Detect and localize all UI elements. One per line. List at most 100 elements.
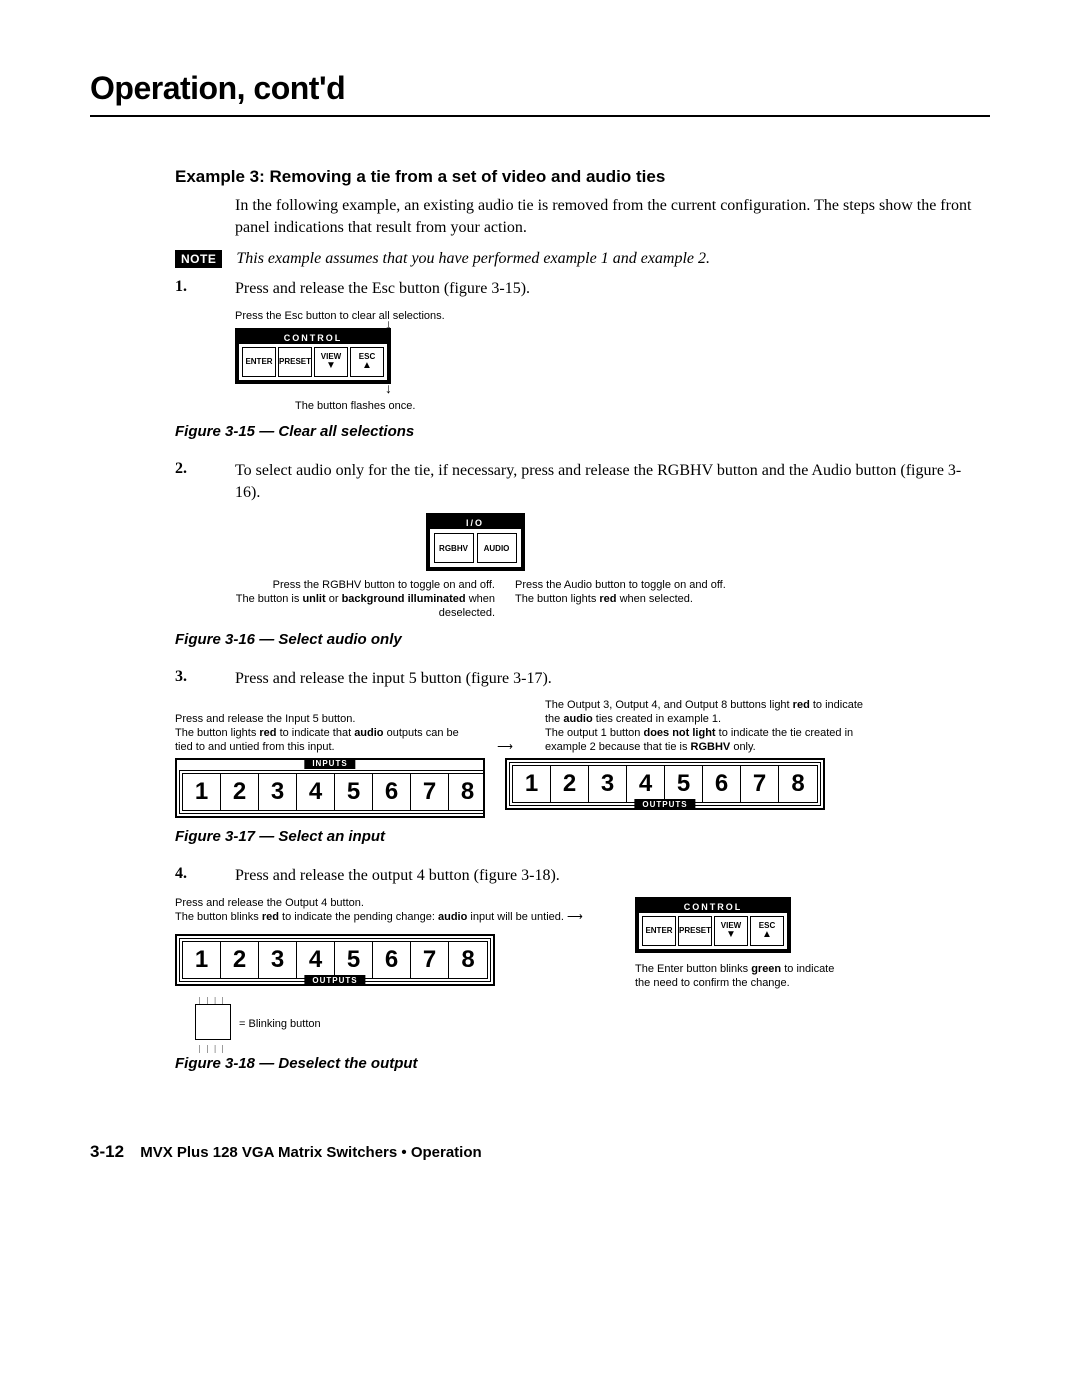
fig15-bottom-text: The button flashes once. [295, 400, 980, 414]
output-8: 8 [779, 766, 817, 802]
fig18-caption: Figure 3-18 — Deselect the output [175, 1055, 980, 1072]
output-4: 4 [297, 942, 335, 978]
arrow-down-icon: ↓ [385, 382, 392, 398]
figure-18: Press and release the Output 4 button. T… [175, 897, 980, 1046]
output-6: 6 [703, 766, 741, 802]
step-1: 1. Press and release the Esc button (fig… [175, 278, 980, 300]
page-title: Operation, cont'd [90, 70, 990, 107]
step-text: Press and release the input 5 button (fi… [235, 668, 552, 690]
input-7: 7 [411, 774, 449, 810]
control-label: CONTROL [239, 332, 387, 344]
esc-button: ESC ▲ [350, 347, 384, 377]
fig18-top2: The button blinks red to indicate the pe… [175, 911, 615, 925]
outputs-strip: 1 2 3 4 5 6 7 8 OUTPUTS [505, 758, 825, 810]
blink-marks-icon: | | | | [199, 1044, 225, 1053]
output-3: 3 [589, 766, 627, 802]
output-7: 7 [411, 942, 449, 978]
control-panel: CONTROL ENTER PRESET VIEW ▼ ESC ▲ [235, 328, 391, 384]
outputs-label: OUTPUTS [304, 975, 365, 986]
blink-legend: | | | | | | | | = Blinking button [195, 1004, 615, 1045]
view-button: VIEW ▼ [314, 347, 348, 377]
page-footer: 3-12 MVX Plus 128 VGA Matrix Switchers •… [90, 1142, 990, 1162]
step-2: 2. To select audio only for the tie, if … [175, 460, 980, 503]
content: Example 3: Removing a tie from a set of … [175, 167, 980, 1072]
fig16-caption: Figure 3-16 — Select audio only [175, 631, 980, 648]
fig16-left2: The button is unlit or background illumi… [235, 593, 495, 621]
step-num: 2. [175, 460, 235, 503]
enter-button: ENTER [642, 916, 676, 946]
step-text: To select audio only for the tie, if nec… [235, 460, 980, 503]
down-triangle-icon: ▼ [726, 930, 736, 940]
note-text: This example assumes that you have perfo… [236, 250, 710, 268]
blink-legend-text: = Blinking button [239, 1018, 321, 1032]
output-1: 1 [513, 766, 551, 802]
outputs-strip-2: 1 2 3 4 5 6 7 8 OUTPUTS [175, 934, 495, 986]
control-panel-2: CONTROL ENTER PRESET VIEW ▼ ESC ▲ [635, 897, 791, 953]
step-text: Press and release the output 4 button (f… [235, 865, 560, 887]
fig16-left1: Press the RGBHV button to toggle on and … [235, 579, 495, 593]
output-1: 1 [183, 942, 221, 978]
step-num: 1. [175, 278, 235, 300]
fig18-side-note: The Enter button blinks green to indicat… [635, 963, 835, 991]
output-4: 4 [627, 766, 665, 802]
example-intro: In the following example, an existing au… [235, 195, 980, 238]
fig17-right1: The Output 3, Output 4, and Output 8 but… [545, 699, 865, 727]
view-button: VIEW ▼ [714, 916, 748, 946]
enter-button: ENTER [242, 347, 276, 377]
fig17-left2: The button lights red to indicate that a… [175, 727, 465, 755]
figure-17: Press and release the Input 5 button. Th… [175, 699, 980, 818]
output-2: 2 [221, 942, 259, 978]
io-panel: I/O RGBHV AUDIO [426, 513, 525, 571]
footer-text: MVX Plus 128 VGA Matrix Switchers • Oper… [140, 1144, 481, 1161]
output-5: 5 [665, 766, 703, 802]
down-triangle-icon: ▼ [326, 361, 336, 371]
output-7: 7 [741, 766, 779, 802]
outputs-label: OUTPUTS [634, 799, 695, 810]
preset-button: PRESET [678, 916, 712, 946]
input-2: 2 [221, 774, 259, 810]
step-num: 3. [175, 668, 235, 690]
input-3: 3 [259, 774, 297, 810]
input-5: 5 [335, 774, 373, 810]
note-badge: NOTE [175, 250, 222, 268]
rgbhv-button: RGBHV [434, 533, 474, 563]
blink-button-icon [195, 1004, 231, 1040]
figure-16: I/O RGBHV AUDIO Press the RGBHV button t… [235, 513, 980, 620]
figure-15: Press the Esc button to clear all select… [235, 310, 980, 414]
step-3: 3. Press and release the input 5 button … [175, 668, 980, 690]
output-5: 5 [335, 942, 373, 978]
note-row: NOTE This example assumes that you have … [175, 250, 980, 268]
inputs-strip: INPUTS 1 2 3 4 5 6 7 8 9 [175, 758, 485, 818]
step-text: Press and release the Esc button (figure… [235, 278, 530, 300]
audio-button: AUDIO [477, 533, 517, 563]
fig17-right2: The output 1 button does not light to in… [545, 727, 865, 755]
input-6: 6 [373, 774, 411, 810]
fig16-right2: The button lights red when selected. [515, 593, 775, 607]
fig15-caption: Figure 3-15 — Clear all selections [175, 423, 980, 440]
fig15-top-text: Press the Esc button to clear all select… [235, 310, 980, 324]
output-3: 3 [259, 942, 297, 978]
example-title: Example 3: Removing a tie from a set of … [175, 167, 980, 187]
fig18-top1: Press and release the Output 4 button. [175, 897, 615, 911]
input-4: 4 [297, 774, 335, 810]
page-number: 3-12 [90, 1142, 124, 1161]
control-label: CONTROL [639, 901, 787, 913]
io-label: I/O [430, 517, 521, 529]
up-triangle-icon: ▲ [362, 361, 372, 371]
output-6: 6 [373, 942, 411, 978]
fig16-right1: Press the Audio button to toggle on and … [515, 579, 775, 593]
preset-button: PRESET [278, 347, 312, 377]
fig17-caption: Figure 3-17 — Select an input [175, 828, 980, 845]
esc-button: ESC ▲ [750, 916, 784, 946]
output-8: 8 [449, 942, 487, 978]
step-num: 4. [175, 865, 235, 887]
input-1: 1 [183, 774, 221, 810]
inputs-label: INPUTS [304, 758, 355, 769]
up-triangle-icon: ▲ [762, 930, 772, 940]
output-2: 2 [551, 766, 589, 802]
arrow-down-icon: ↓ [385, 318, 392, 334]
input-8: 8 [449, 774, 485, 810]
page-header: Operation, cont'd [90, 70, 990, 117]
fig17-left1: Press and release the Input 5 button. [175, 713, 465, 727]
step-4: 4. Press and release the output 4 button… [175, 865, 980, 887]
